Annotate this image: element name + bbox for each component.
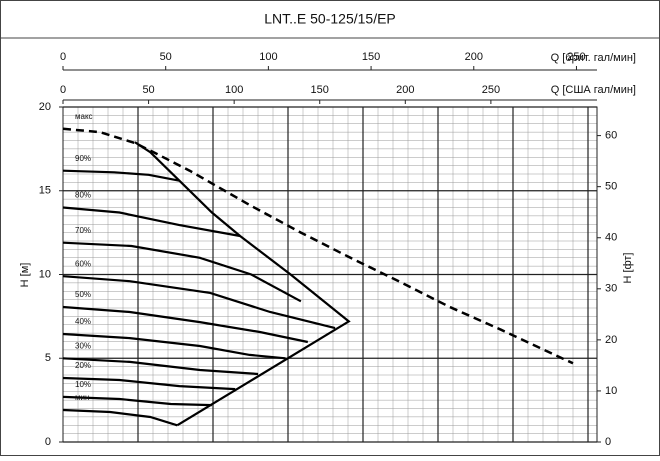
curve-label: 50% <box>75 290 91 299</box>
y2-tick-label: 20 <box>605 334 617 346</box>
curve-label: 20% <box>75 361 91 370</box>
curve <box>62 408 178 427</box>
y2-tick-label: 30 <box>605 283 617 295</box>
curve <box>134 141 351 427</box>
y-tick-label: 20 <box>39 101 51 113</box>
x-tick-label: 150 <box>311 84 329 96</box>
y-tick-label: 15 <box>39 185 51 197</box>
y-tick-label: 5 <box>45 352 51 364</box>
x-tick-label: 250 <box>482 84 500 96</box>
x2-tick-label: 150 <box>362 51 380 63</box>
y2-tick-label: 50 <box>605 181 617 193</box>
y2-tick-label: 0 <box>605 436 611 448</box>
curve-label: макс <box>75 112 93 121</box>
x2-tick-label: 50 <box>160 51 172 63</box>
curve-label: 70% <box>75 226 91 235</box>
curve-label: 90% <box>75 154 91 163</box>
x2-axis-title: Q [брит. гал/мин] <box>551 52 636 64</box>
y2-axis-title: H [фт] <box>622 253 634 284</box>
x-tick-label: 0 <box>60 84 66 96</box>
y-tick-label: 10 <box>39 268 51 280</box>
curve <box>62 206 241 238</box>
x-tick-label: 200 <box>396 84 414 96</box>
chart-title: LNT..E 50-125/15/EP <box>264 11 396 27</box>
x2-tick-label: 250 <box>567 51 585 63</box>
y2-tick-label: 60 <box>605 130 617 142</box>
curve-label: мин <box>75 393 89 402</box>
x2-tick-label: 100 <box>259 51 277 63</box>
curve-label: 10% <box>75 380 91 389</box>
curve <box>62 169 180 182</box>
curve <box>62 376 236 391</box>
curve <box>62 357 259 376</box>
curve <box>62 275 336 330</box>
curve <box>62 241 302 303</box>
y-tick-label: 0 <box>45 436 51 448</box>
y2-tick-label: 10 <box>605 385 617 397</box>
curve <box>62 127 574 365</box>
curve-label: 40% <box>75 317 91 326</box>
y2-tick-label: 40 <box>605 232 617 244</box>
y-axis-title: H [м] <box>19 263 31 288</box>
curve <box>62 395 212 407</box>
curve <box>62 332 286 360</box>
x-axis-title: Q [США гал/мин] <box>551 84 636 96</box>
x-tick-label: 100 <box>225 84 243 96</box>
curve-label: 30% <box>75 341 91 350</box>
x2-tick-label: 0 <box>60 51 66 63</box>
curve-label: 60% <box>75 259 91 268</box>
x-tick-label: 50 <box>142 84 154 96</box>
curve-label: 80% <box>75 191 91 200</box>
x2-tick-label: 200 <box>465 51 483 63</box>
curve <box>62 305 309 344</box>
